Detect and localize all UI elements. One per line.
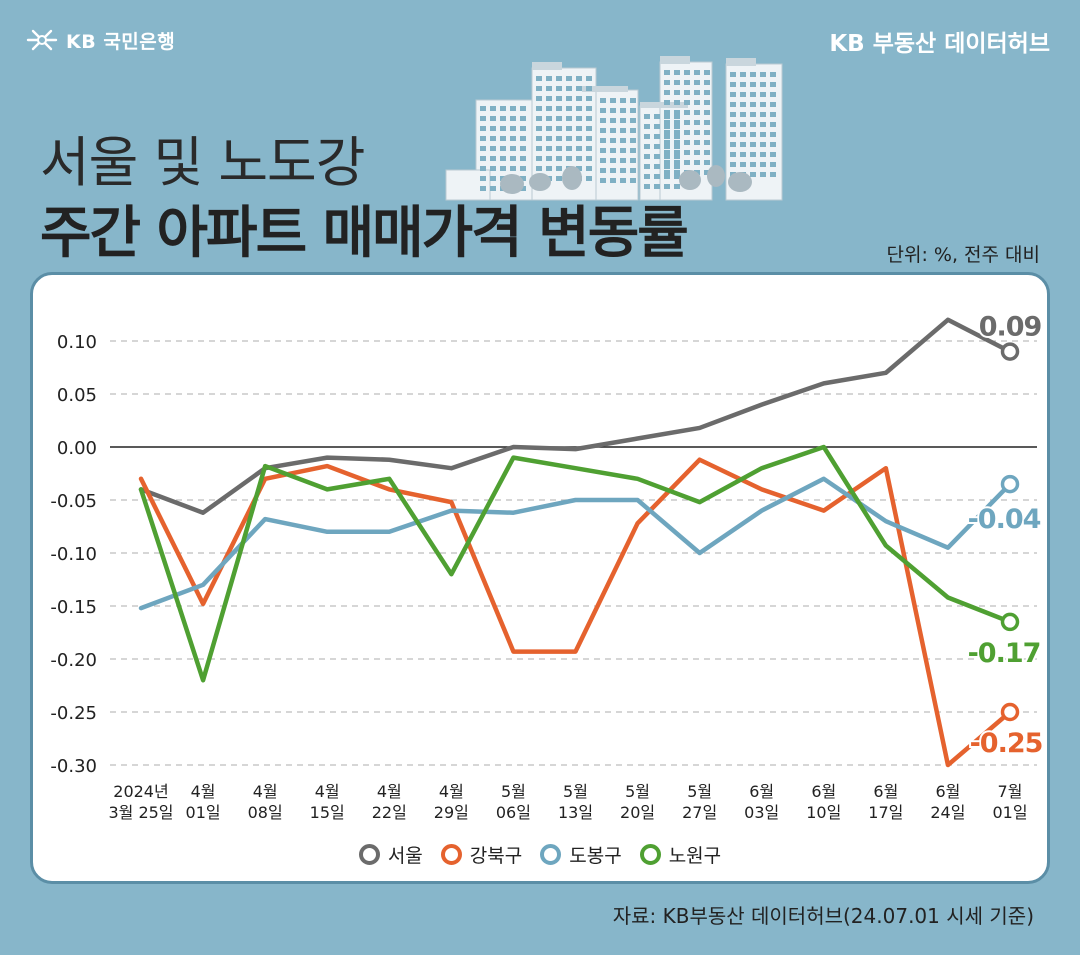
x-tick-label: 24일 — [930, 803, 965, 822]
legend-item: 도봉구 — [540, 841, 622, 868]
x-tick-label: 4월 — [253, 782, 278, 801]
title-line2: 주간 아파트 매매가격 변동률 — [40, 201, 689, 266]
y-tick-label: -0.10 — [50, 544, 97, 565]
series-line-0 — [138, 317, 1013, 515]
x-tick-label: 6월 — [935, 782, 960, 801]
series-end-marker — [1000, 612, 1020, 632]
legend-marker-icon — [358, 844, 380, 865]
series-end-marker — [1000, 342, 1020, 361]
x-tick-label: 01일 — [992, 803, 1027, 822]
title-line1: 서울 및 노도강 — [40, 131, 365, 194]
source-note: 자료: KB부동산 데이터허브(24.07.01 시세 기준) — [612, 904, 1034, 928]
series-end-marker — [1000, 474, 1020, 494]
x-tick-label: 5월 — [687, 782, 712, 801]
y-tick-label: -0.30 — [50, 756, 97, 777]
x-tick-label: 5월 — [625, 782, 650, 801]
x-tick-label: 6월 — [749, 782, 774, 801]
x-tick-label: 22일 — [372, 803, 407, 822]
legend-item: 노원구 — [639, 841, 722, 868]
line-chart: 0.10 0.05 0.00 -0.05 -0.10 -0.15 -0.20 -0.25 -0.… — [50, 310, 1045, 822]
legend-marker-icon — [440, 844, 462, 865]
kb-star-icon — [26, 29, 58, 51]
legend-item: 서울 — [358, 841, 423, 868]
x-tick-label: 7월 — [998, 782, 1023, 801]
chart-legend: 서울 강북구 도봉구 노원구 — [33, 841, 1047, 868]
x-tick-label: 01일 — [186, 803, 221, 822]
brand-name: KB 부동산 데이터허브 — [829, 31, 1050, 57]
x-tick-label: 08일 — [248, 803, 283, 822]
x-tick-label: 4월 — [191, 782, 216, 801]
x-tick-label: 5월 — [501, 782, 526, 801]
y-tick-label: 0.10 — [57, 332, 97, 353]
x-tick-label: 20일 — [620, 803, 655, 822]
series-end-marker — [1000, 702, 1020, 722]
legend-marker-icon — [540, 844, 562, 865]
kb-logo: KB 국민은행 — [24, 26, 175, 54]
legend-item: 강북구 — [440, 841, 523, 868]
x-tick-label: 4월 — [315, 782, 340, 801]
x-tick-label: 6월 — [873, 782, 898, 801]
x-tick-label: 2024년 — [113, 782, 168, 801]
apartment-buildings-illustration — [445, 56, 783, 201]
x-tick-label: 6월 — [811, 782, 836, 801]
x-tick-label: 06일 — [496, 803, 531, 822]
y-tick-label: 0.00 — [57, 438, 97, 459]
x-tick-label: 15일 — [310, 803, 345, 822]
legend-marker-icon — [639, 844, 661, 865]
y-tick-label: -0.05 — [50, 491, 97, 512]
series-line-3 — [138, 444, 1013, 683]
y-tick-label: 0.05 — [57, 385, 97, 406]
series-line-1 — [138, 457, 1013, 768]
x-tick-label: 4월 — [439, 782, 464, 801]
series-line-2 — [138, 476, 1013, 611]
series-end-label: -0.04 — [968, 504, 1041, 535]
x-tick-label: 03일 — [744, 803, 779, 822]
legend-label: 노원구 — [668, 845, 722, 867]
x-tick-label: 5월 — [563, 782, 588, 801]
x-tick-label: 27일 — [682, 803, 717, 822]
y-tick-label: -0.15 — [50, 597, 97, 618]
y-tick-label: -0.25 — [50, 703, 97, 724]
x-tick-label: 29일 — [434, 803, 469, 822]
x-tick-label: 13일 — [558, 803, 593, 822]
x-tick-label: 4월 — [377, 782, 402, 801]
legend-label: 강북구 — [469, 845, 523, 867]
legend-label: 서울 — [387, 845, 423, 867]
series-end-label: -0.25 — [970, 728, 1043, 759]
unit-label: 단위: %, 전주 대비 — [886, 244, 1041, 266]
series-end-label: 0.09 — [979, 312, 1042, 343]
y-tick-label: -0.20 — [50, 650, 97, 671]
chart-card: 0.10 0.05 0.00 -0.05 -0.10 -0.15 -0.20 -0.25 -0.… — [30, 272, 1050, 884]
x-tick-label: 10일 — [806, 803, 841, 822]
x-tick-label: 17일 — [868, 803, 903, 822]
logo-text: KB 국민은행 — [66, 30, 176, 53]
x-tick-label: 3월 25일 — [108, 803, 173, 822]
series-end-label: -0.17 — [968, 638, 1041, 669]
legend-label: 도봉구 — [569, 845, 622, 867]
